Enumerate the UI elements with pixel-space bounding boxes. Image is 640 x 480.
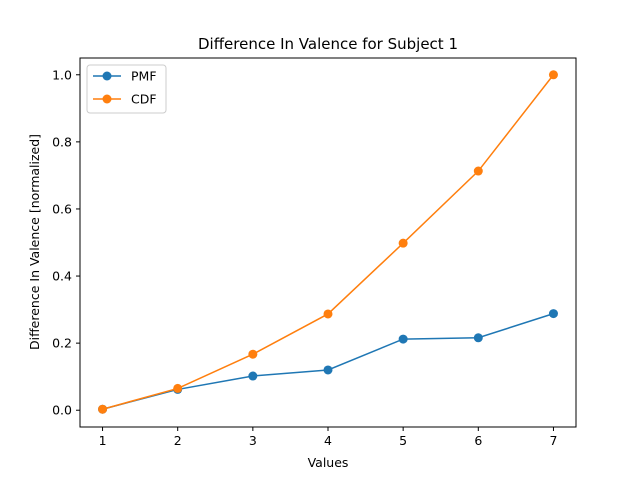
chart-title: Difference In Valence for Subject 1: [198, 35, 458, 53]
x-tick-label: 5: [399, 433, 407, 448]
y-tick-label: 1.0: [52, 67, 72, 82]
x-tick-label: 7: [549, 433, 557, 448]
cdf-legend-label: CDF: [131, 92, 157, 107]
y-tick-label: 0.6: [52, 201, 72, 216]
cdf-point: [173, 383, 183, 393]
cdf-point: [248, 349, 258, 359]
x-tick-label: 2: [174, 433, 182, 448]
pmf-point: [548, 309, 558, 319]
x-tick-label: 3: [249, 433, 257, 448]
cdf-point: [98, 404, 108, 414]
series-layer: [98, 70, 558, 414]
cdf-point: [398, 238, 408, 248]
x-tick-label: 4: [324, 433, 332, 448]
y-axis: 0.0 0.2 0.4 0.6 0.8 1.0: [52, 67, 80, 418]
cdf-legend-marker: [102, 94, 112, 104]
cdf-series-line: [102, 74, 555, 410]
y-tick-label: 0.2: [52, 336, 72, 351]
x-tick-label: 1: [99, 433, 107, 448]
cdf-point: [323, 309, 333, 319]
pmf-point: [398, 334, 408, 344]
pmf-legend-marker: [102, 71, 112, 81]
plot-area: 1 2 3 4 5 6 7 0.0 0.2 0.4 0.6 0.8 1.0: [52, 57, 577, 448]
cdf-point: [473, 166, 483, 176]
y-tick-label: 0.4: [52, 269, 72, 284]
pmf-point: [473, 333, 483, 343]
cdf-point: [548, 70, 558, 80]
pmf-point: [323, 365, 333, 375]
y-tick-label: 0.0: [52, 403, 72, 418]
legend: PMF CDF: [86, 64, 167, 114]
pmf-series-line: [102, 312, 554, 410]
pmf-legend-label: PMF: [131, 69, 157, 84]
x-axis: 1 2 3 4 5 6 7: [99, 427, 557, 448]
x-tick-label: 6: [474, 433, 482, 448]
pmf-point: [248, 371, 258, 381]
y-axis-label: Difference In Valence [normalized]: [27, 134, 42, 350]
y-tick-label: 0.8: [52, 134, 72, 149]
x-axis-label: Values: [308, 455, 349, 470]
